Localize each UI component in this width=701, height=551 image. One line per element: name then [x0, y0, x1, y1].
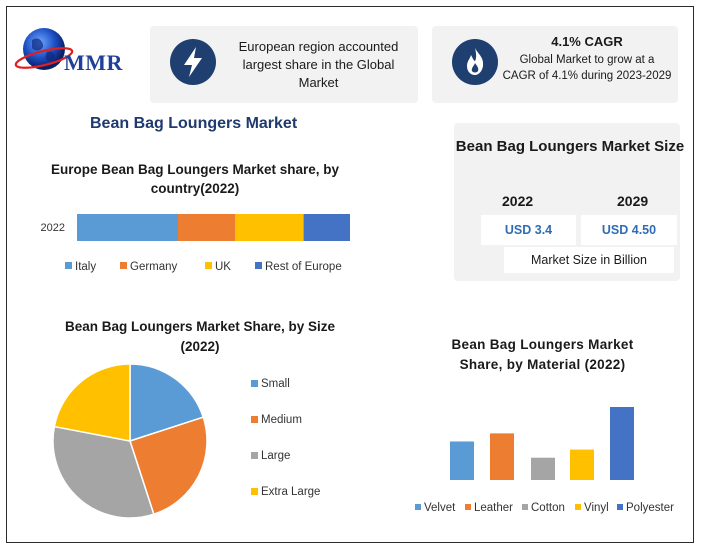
legend-swatch-germany	[120, 262, 127, 269]
legend-label-rest-of-europe: Rest of Europe	[265, 261, 342, 273]
legend-swatch-small	[251, 380, 258, 387]
legend-label-velvet: Velvet	[424, 502, 456, 514]
legend-swatch-vinyl	[575, 504, 581, 510]
legend-label-italy: Italy	[75, 261, 96, 273]
market-size-value-2029: USD 4.50	[581, 215, 677, 245]
legend-swatch-cotton	[522, 504, 528, 510]
legend-label-small: Small	[261, 378, 290, 390]
region-highlight-card: European region accounted largest share …	[150, 26, 418, 103]
bar-leather	[490, 433, 514, 480]
material-share-bar-chart: Velvet Leather Cotton Vinyl Polyester	[415, 407, 674, 514]
infographic-frame	[6, 6, 694, 543]
cagr-highlight-card: 4.1% CAGR Global Market to grow at a CAG…	[432, 26, 678, 103]
legend-label-large: Large	[261, 450, 290, 462]
size-share-pie-chart: Small Medium Large Extra Large	[52, 363, 320, 519]
globe-icon	[14, 28, 74, 70]
country-chart-title: Europe Bean Bag Loungers Market share, b…	[50, 162, 340, 196]
bar-polyester	[610, 407, 634, 480]
bar-segment-rest-of-europe	[303, 214, 350, 241]
bar-vinyl	[570, 449, 594, 480]
company-logo: MMR	[14, 22, 142, 80]
country-chart-category-label: 2022	[41, 222, 65, 234]
pie-slice-small	[129, 363, 205, 443]
legend-label-leather: Leather	[474, 502, 513, 514]
bar-cotton	[531, 457, 555, 480]
lightning-icon	[170, 39, 216, 85]
page-title: Bean Bag Loungers Market	[90, 115, 298, 132]
market-size-title: Bean Bag Loungers Market Size	[455, 138, 685, 155]
legend-label-vinyl: Vinyl	[584, 502, 609, 514]
legend-label-cotton: Cotton	[531, 502, 565, 514]
legend-swatch-italy	[65, 262, 72, 269]
legend-swatch-medium	[251, 416, 258, 423]
material-chart-title: Bean Bag Loungers Market Share, by Mater…	[451, 337, 634, 372]
bar-velvet	[450, 441, 474, 480]
legend-swatch-extra-large	[251, 488, 258, 495]
bar-segment-uk	[235, 214, 304, 241]
market-size-year-2029: 2029	[617, 193, 649, 209]
cagr-text: Global Market to grow at a CAGR of 4.1% …	[502, 54, 672, 82]
legend-swatch-polyester	[617, 504, 623, 510]
bar-segment-germany	[178, 214, 236, 241]
logo-text: MMR	[64, 50, 123, 75]
legend-swatch-velvet	[415, 504, 421, 510]
bar-segment-italy	[77, 214, 179, 241]
market-size-panel: Bean Bag Loungers Market Size 2022 2029 …	[454, 123, 684, 281]
legend-swatch-large	[251, 452, 258, 459]
region-highlight-text: European region accounted largest share …	[238, 39, 399, 90]
legend-swatch-rest-of-europe	[255, 262, 262, 269]
size-chart-title: Bean Bag Loungers Market Share, by Size …	[64, 319, 336, 354]
legend-label-uk: UK	[215, 261, 231, 273]
legend-label-medium: Medium	[261, 414, 302, 426]
legend-label-polyester: Polyester	[626, 502, 674, 514]
country-share-chart: 2022 Italy Germany UK Rest of Europe	[41, 214, 350, 273]
pie-slice-large	[52, 425, 155, 519]
market-size-year-2022: 2022	[502, 193, 534, 209]
flame-icon	[452, 39, 498, 85]
legend-swatch-uk	[205, 262, 212, 269]
pie-slice-extra-large	[53, 363, 131, 442]
legend-swatch-leather	[465, 504, 471, 510]
market-size-value-2022: USD 3.4	[481, 215, 576, 245]
pie-slice-medium	[129, 416, 208, 516]
market-size-note: Market Size in Billion	[504, 247, 674, 273]
cagr-title: 4.1% CAGR	[551, 34, 623, 49]
legend-label-extra-large: Extra Large	[261, 486, 320, 498]
legend-label-germany: Germany	[130, 261, 178, 273]
